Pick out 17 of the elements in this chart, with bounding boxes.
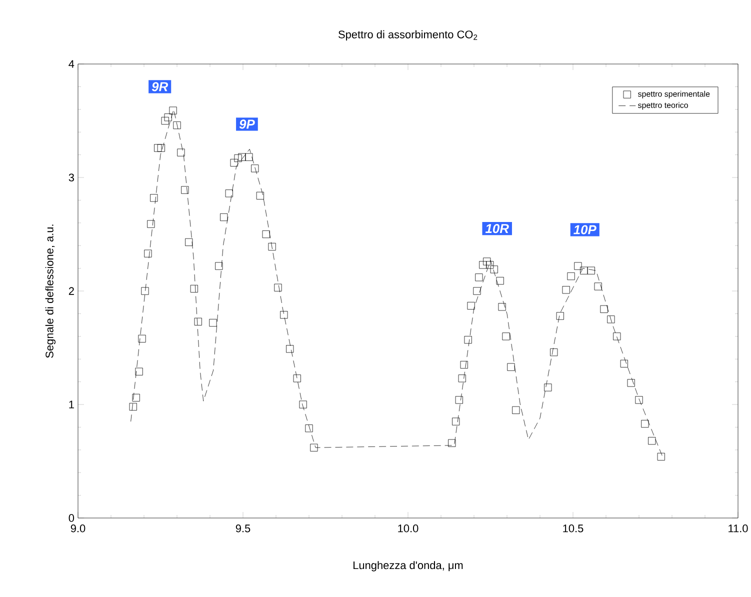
chart-title: Spettro di assorbimento CO$_{2}$ [338,30,478,40]
y-tick-label: 4 [68,60,74,68]
y-tick-label: 1 [69,400,74,408]
annotation: 9P [239,120,255,129]
annotation: 10P [574,225,596,234]
y-tick-label: 3 [68,174,74,182]
annotation: 9R [152,82,168,92]
y-tick-label: 0 [68,514,74,522]
x-tick-label: 9.0 [70,524,86,532]
x-axis-title: Lunghezza d'onda, μm [354,561,463,572]
x-tick-label: 10.5 [563,524,584,532]
x-tick-label: 11.0 [728,524,748,532]
x-tick-label: 10.0 [398,524,418,532]
x-tick-label: 9.5 [236,524,250,532]
y-axis-title: Segnale di deflessione, a.u. [45,224,56,358]
y-tick-label: 2 [68,287,74,295]
annotation: 10R [485,224,509,234]
